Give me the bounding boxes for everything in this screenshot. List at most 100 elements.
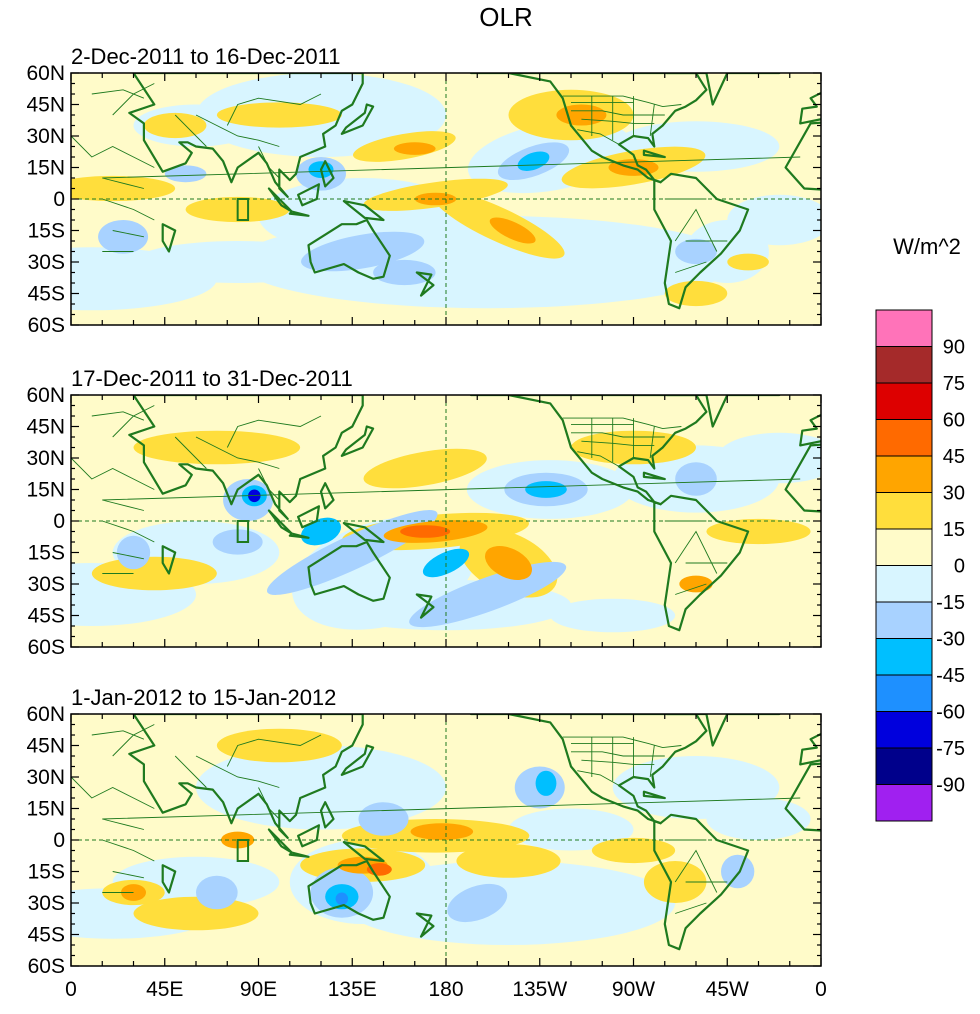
olr-anomaly-contour xyxy=(447,883,508,923)
coastline xyxy=(415,593,435,619)
political-boundary xyxy=(102,839,155,862)
lat-tick-label: 30S xyxy=(28,892,65,915)
political-boundary xyxy=(91,89,145,99)
coastline xyxy=(342,200,385,222)
olr-anomaly-contour xyxy=(517,151,550,171)
colorbar-swatch xyxy=(875,784,933,822)
political-boundary xyxy=(674,530,718,574)
colorbar-swatch xyxy=(875,638,933,676)
lat-tick-label: 45N xyxy=(26,735,65,758)
political-boundary xyxy=(112,871,144,879)
lon-tick-label: 135W xyxy=(512,978,567,1001)
olr-anomaly-contour xyxy=(721,854,755,889)
political-boundary xyxy=(226,734,322,767)
lat-tick-label: 0 xyxy=(53,188,65,211)
lat-tick-label: 60S xyxy=(28,955,65,978)
olr-anomaly-contour xyxy=(679,575,713,593)
political-boundary xyxy=(174,755,207,788)
olr-anomaly-contour xyxy=(373,259,436,286)
coastline xyxy=(799,413,821,447)
political-boundary xyxy=(562,736,682,749)
olr-anomaly-contour xyxy=(98,220,149,254)
olr-anomaly-contour xyxy=(675,238,717,265)
coastline xyxy=(161,223,177,253)
political-boundary xyxy=(675,902,707,914)
colorbar-label: -90 xyxy=(936,775,965,797)
colorbar-swatch xyxy=(875,382,933,420)
coastline xyxy=(267,509,293,535)
olr-anomaly-contour xyxy=(716,432,821,484)
olr-anomaly-contour xyxy=(363,448,487,489)
coastline xyxy=(469,73,708,184)
political-boundary xyxy=(649,745,655,778)
lat-tick-label: 60S xyxy=(28,314,65,337)
political-boundary xyxy=(112,230,144,238)
olr-anomaly-contour xyxy=(409,561,567,628)
coastline xyxy=(415,271,435,297)
olr-anomaly-contour xyxy=(71,175,176,202)
panel-2-map xyxy=(71,395,821,647)
political-boundary xyxy=(675,583,707,595)
political-boundary xyxy=(174,114,207,147)
political-boundary xyxy=(226,415,322,448)
political-boundary xyxy=(649,104,655,137)
political-boundary xyxy=(102,198,155,221)
political-boundary xyxy=(581,440,655,446)
lat-tick-label: 60S xyxy=(28,636,65,659)
coastline xyxy=(267,828,293,854)
lat-tick-label: 30N xyxy=(26,125,65,148)
lat-tick-label: 0 xyxy=(53,829,65,852)
olr-anomaly-contour xyxy=(591,837,676,864)
political-boundary xyxy=(102,478,801,511)
coastline xyxy=(319,482,335,510)
olr-anomaly-contour xyxy=(456,844,561,878)
lat-tick-label: 45S xyxy=(28,283,65,306)
olr-anomaly-contour xyxy=(525,481,567,498)
colorbar-label: -15 xyxy=(936,592,965,614)
political-boundary xyxy=(102,156,801,189)
olr-anomaly-contour xyxy=(216,728,342,763)
political-boundary xyxy=(258,146,280,179)
political-boundary xyxy=(195,114,280,147)
olr-anomaly-contour xyxy=(301,231,425,272)
colorbar-label: 15 xyxy=(943,519,965,541)
coastline xyxy=(319,801,335,829)
lat-tick-label: 15N xyxy=(26,157,65,180)
coastline xyxy=(288,210,310,217)
olr-anomaly-contour xyxy=(410,823,474,840)
lat-tick-label: 0 xyxy=(53,510,65,533)
political-boundary xyxy=(71,457,155,490)
panel-3-map xyxy=(71,714,821,966)
colorbar-units: W/m^2 xyxy=(893,234,961,259)
colorbar-label: -45 xyxy=(936,665,965,687)
colorbar-swatch xyxy=(875,565,933,603)
colorbar-swatch xyxy=(875,528,933,566)
colorbar-label: 75 xyxy=(943,373,965,395)
colorbar-labels: 90 75 60 45 30 15 0 -15 -30 -45 -60 -75 -90 xyxy=(936,337,965,797)
political-boundary xyxy=(195,755,280,788)
political-boundary xyxy=(112,552,144,560)
coastline xyxy=(340,744,375,777)
coastline xyxy=(415,912,435,938)
colorbar-boxes xyxy=(875,309,933,822)
colorbar-swatch xyxy=(875,309,933,347)
olr-anomaly-contour xyxy=(727,194,821,246)
coastline xyxy=(799,91,821,125)
political-boundary xyxy=(581,759,655,765)
political-boundary xyxy=(258,468,280,501)
colorbar-swatch xyxy=(875,455,933,493)
political-boundary xyxy=(562,417,682,430)
olr-anomaly-contour xyxy=(485,545,532,581)
colorbar-swatch xyxy=(875,419,933,457)
map-panel-3: 1-Jan-2012 to 15-Jan-2012 60N 45N 30N 15N 0 1… xyxy=(26,685,826,1001)
coastline xyxy=(267,187,293,213)
political-boundary xyxy=(174,436,207,469)
colorbar-swatch xyxy=(875,747,933,785)
map-panel-2: 17-Dec-2011 to 31-Dec-2011 60N 45N 30N 15N 0… xyxy=(26,366,822,659)
olr-anomaly-contour xyxy=(196,875,238,910)
lat-tick-label: 30N xyxy=(26,766,65,789)
coastline xyxy=(340,425,375,458)
olr-anomaly-contour xyxy=(143,112,207,139)
lon-tick-label: 90W xyxy=(612,978,655,1001)
coastline xyxy=(653,172,750,310)
